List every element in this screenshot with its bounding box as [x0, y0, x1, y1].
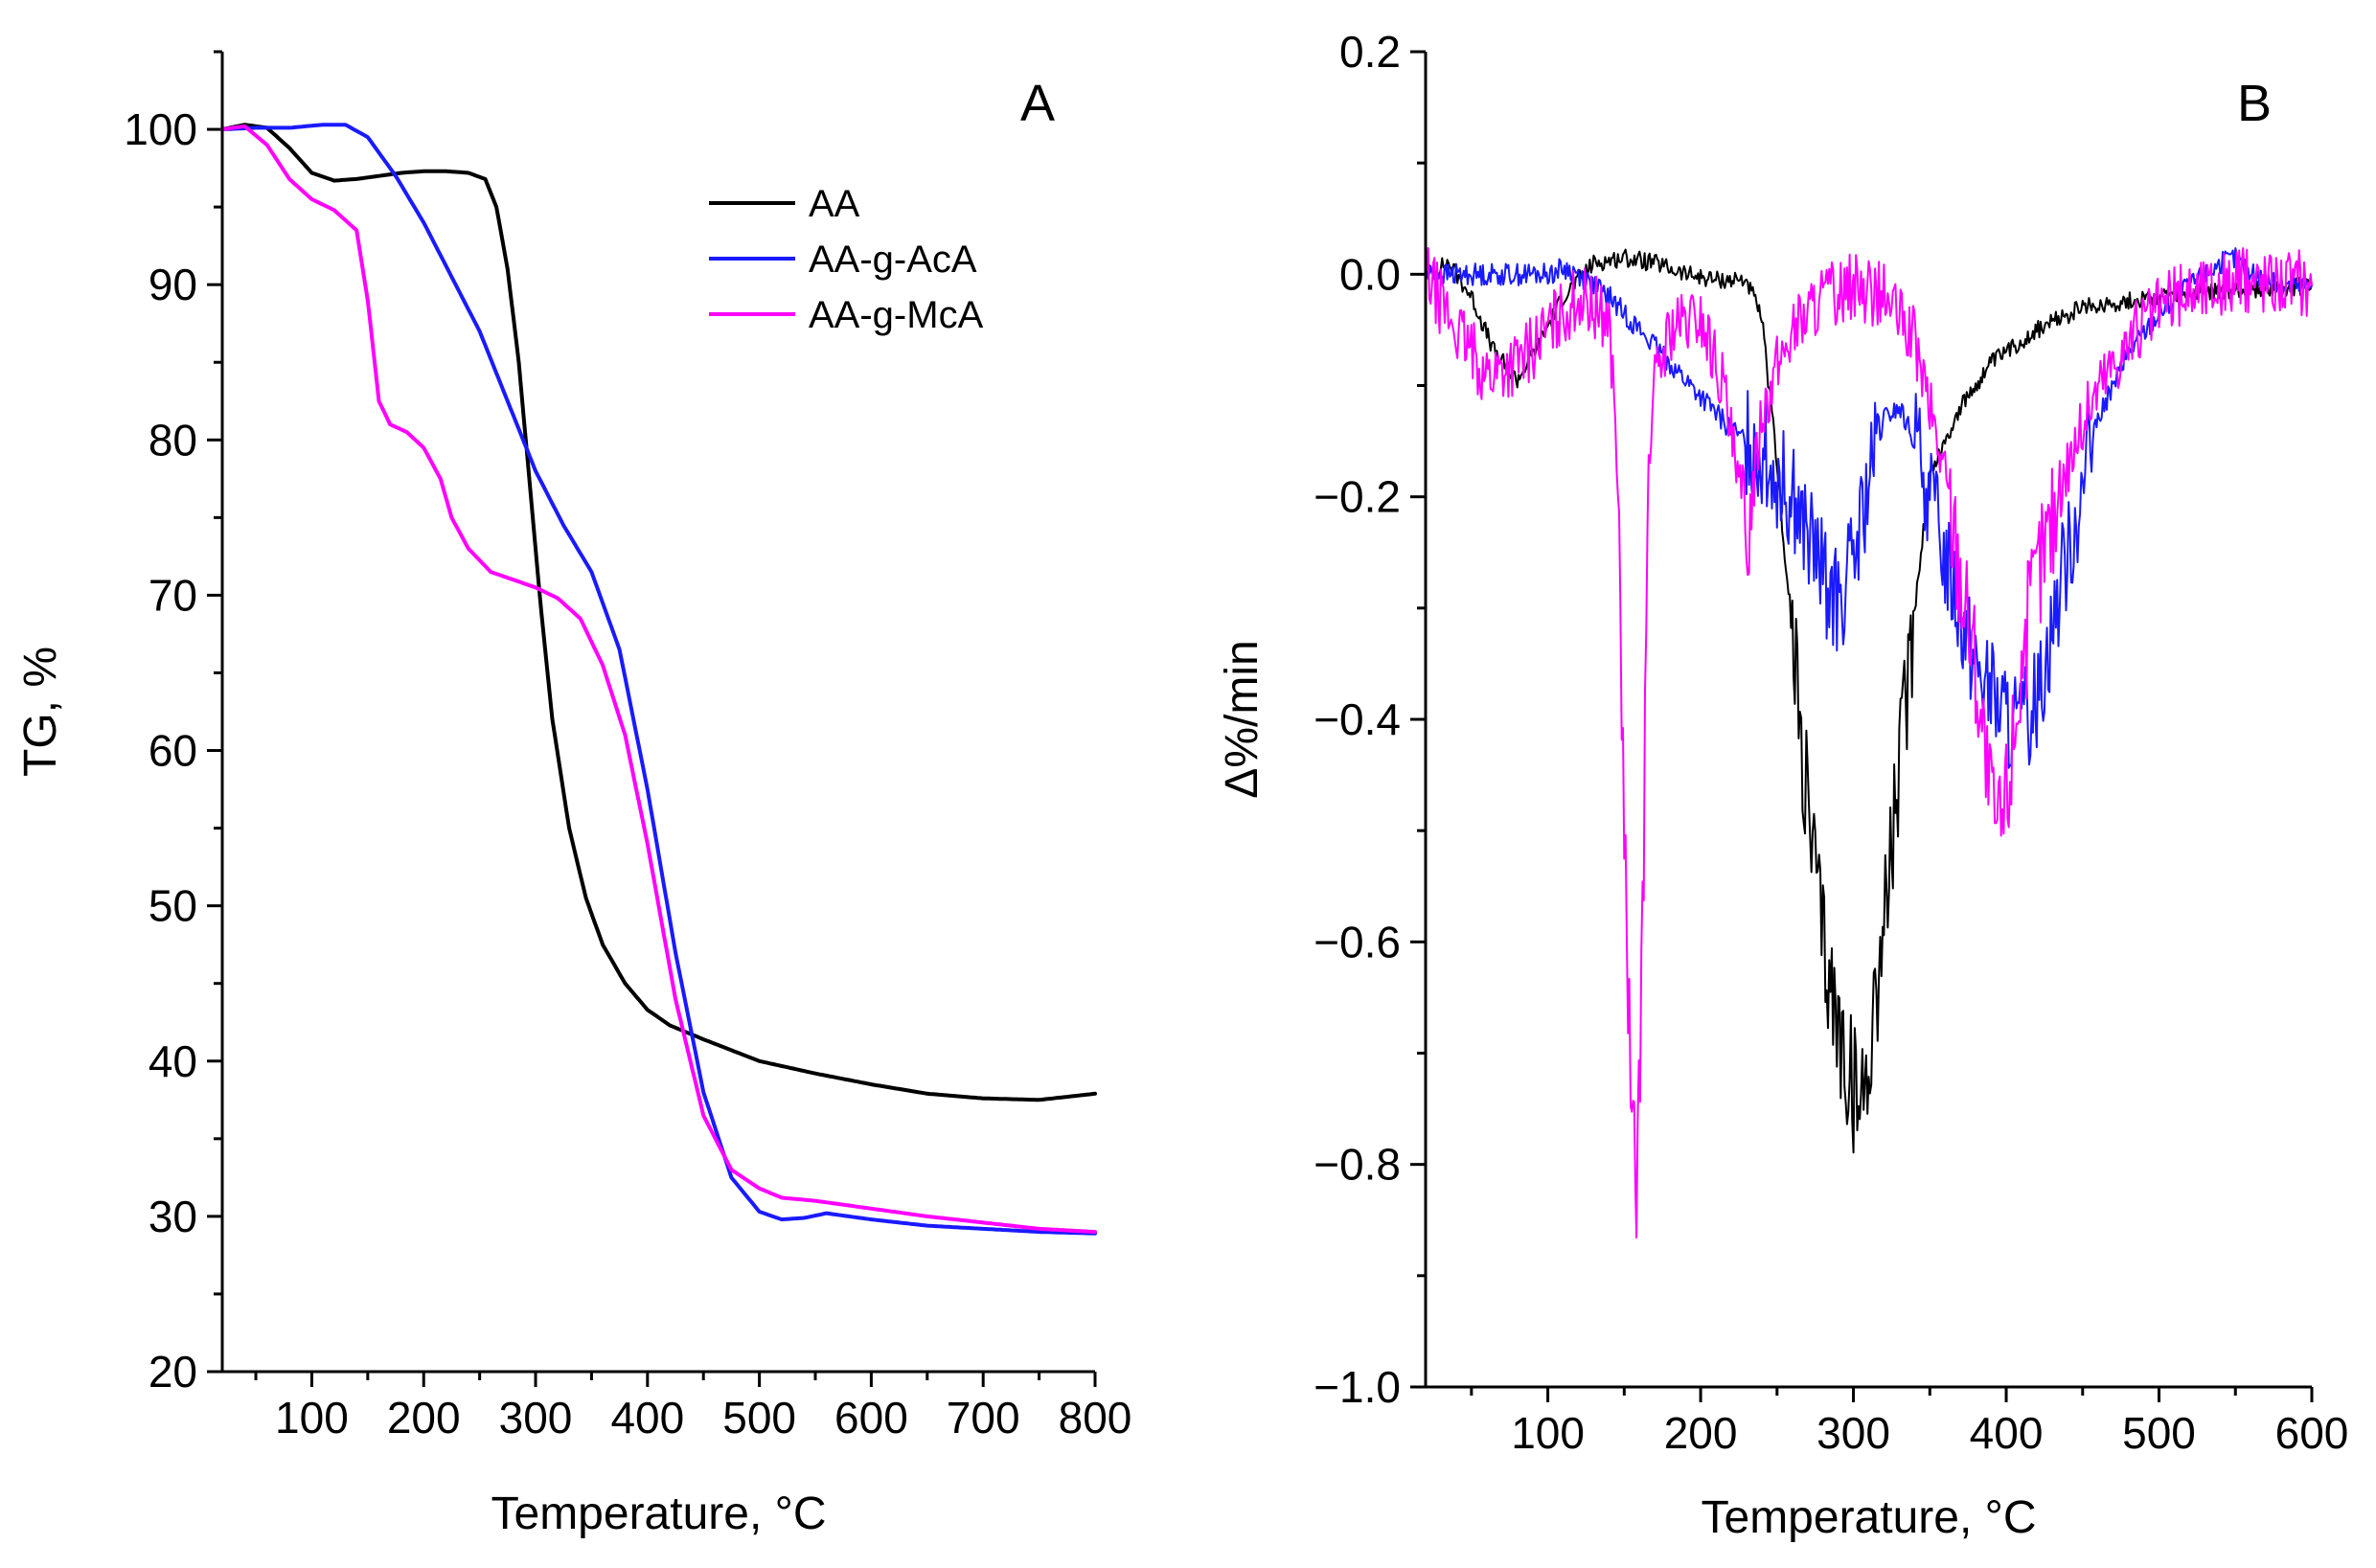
legend-label: AA: [809, 183, 860, 225]
series-line-aa: [220, 123, 1097, 1102]
panel-a-legend: AA AA-g-AcA AA-g-McA: [709, 183, 984, 336]
panel-b-ticks: 100 200 300 400 500 600 0.2 0.0 −0.2 −0.4 −0.6 −0.8…: [1314, 27, 2348, 1458]
x-tick-label: 700: [947, 1393, 1020, 1443]
x-tick-label: 100: [275, 1393, 349, 1443]
x-tick-label: 100: [1511, 1408, 1585, 1458]
x-tick-label: 200: [1664, 1408, 1738, 1458]
x-tick-label: 600: [2275, 1408, 2349, 1458]
panel-a-y-axis-title: TG, %: [15, 647, 66, 777]
x-tick-label: 400: [1970, 1408, 2044, 1458]
x-tick-label: 300: [499, 1393, 573, 1443]
panel-a-ticks: 100 200 300 400 500 600 700 800 20 30 40 50 60 70 80 90…: [124, 50, 1132, 1443]
panel-b: 100 200 300 400 500 600 0.2 0.0 −0.2 −0.4 −0.6 −0.8…: [1217, 27, 2348, 1543]
panel-b-label: B: [2237, 75, 2272, 132]
y-tick-label: 30: [148, 1192, 197, 1241]
y-tick-label: 90: [148, 260, 197, 309]
series-line-aa-g-mca: [1425, 247, 2313, 1239]
y-tick-label: 50: [148, 881, 197, 931]
series-line-aa-g-aca: [220, 123, 1097, 1236]
series-line-aa-g-mca: [220, 124, 1097, 1235]
panel-b-x-axis-title: Temperature, °C: [1702, 1492, 2037, 1543]
y-tick-label: 60: [148, 726, 197, 776]
y-tick-label: 0.0: [1339, 249, 1401, 299]
series-line-aa: [1425, 248, 2313, 1154]
y-tick-label: 80: [148, 415, 197, 465]
y-tick-label: −0.2: [1314, 472, 1401, 522]
y-tick-label: 40: [148, 1036, 197, 1086]
y-tick-label: −0.6: [1314, 917, 1401, 966]
panel-a-series: [220, 123, 1097, 1236]
y-tick-label: 0.2: [1339, 27, 1401, 77]
x-tick-label: 800: [1059, 1393, 1132, 1443]
series-line-aa-g-aca: [1425, 247, 2313, 769]
x-tick-label: 500: [2122, 1408, 2196, 1458]
panel-a: 100 200 300 400 500 600 700 800 20 30 40 50 60 70 80 90…: [15, 50, 1132, 1539]
x-tick-label: 300: [1816, 1408, 1890, 1458]
panel-a-label: A: [1020, 75, 1055, 132]
panel-b-series: [1425, 247, 2313, 1239]
x-tick-label: 500: [722, 1393, 796, 1443]
x-tick-label: 400: [610, 1393, 684, 1443]
y-tick-label: −0.8: [1314, 1140, 1401, 1190]
x-tick-label: 600: [834, 1393, 908, 1443]
panel-b-axes: [1424, 52, 2312, 1389]
panel-b-y-axis-title: Δ%/min: [1217, 640, 1268, 798]
legend-label: AA-g-McA: [809, 294, 984, 336]
panel-a-x-axis-title: Temperature, °C: [491, 1488, 827, 1539]
legend-label: AA-g-AcA: [809, 239, 977, 281]
y-tick-label: −0.4: [1314, 694, 1401, 744]
y-tick-label: −1.0: [1314, 1362, 1401, 1412]
panel-a-axes: [220, 52, 1095, 1374]
x-tick-label: 200: [387, 1393, 461, 1443]
y-tick-label: 100: [124, 104, 197, 154]
y-tick-label: 70: [148, 570, 197, 620]
y-tick-label: 20: [148, 1347, 197, 1397]
